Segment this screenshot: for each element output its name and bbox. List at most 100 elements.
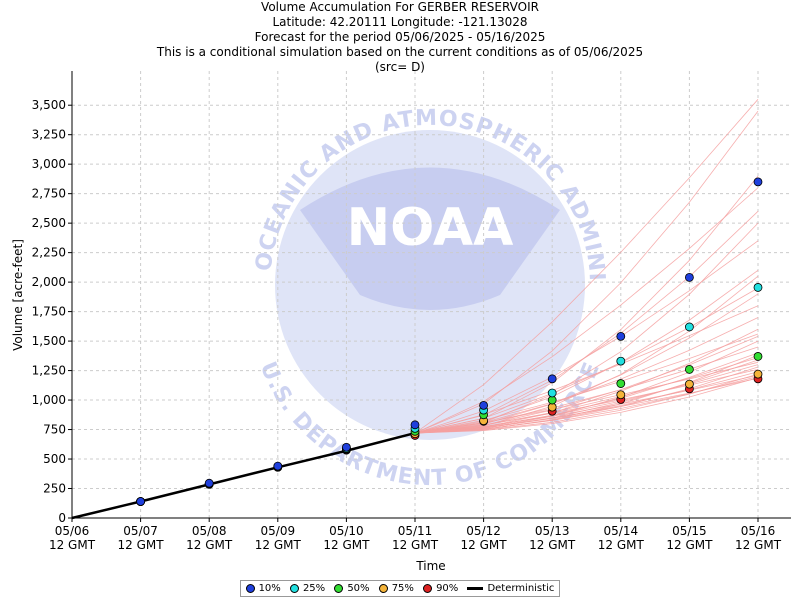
watermark-center-text: NOAA (347, 198, 514, 258)
x-axis-label: Time (415, 559, 445, 573)
chart-title-block: Volume Accumulation For GERBER RESERVOIR… (0, 0, 800, 75)
y-tick-label: 2,750 (32, 187, 66, 201)
legend-item-75: 75% (378, 583, 414, 594)
ensemble-traces (414, 99, 759, 434)
x-tick-time: 12 GMT (118, 538, 165, 552)
legend-item-10: 10% (245, 583, 281, 594)
y-tick-label: 3,250 (32, 128, 66, 142)
x-tick-date: 05/15 (672, 524, 707, 538)
x-tick-time: 12 GMT (529, 538, 576, 552)
ensemble-trace (414, 240, 759, 434)
ensemble-trace (414, 377, 759, 434)
y-tick-label: 500 (43, 452, 66, 466)
legend-swatch-75 (378, 584, 388, 593)
x-tick-date: 05/16 (741, 524, 776, 538)
point-10pct (341, 442, 351, 452)
x-tick-date: 05/10 (329, 524, 364, 538)
x-tick-time: 12 GMT (186, 538, 233, 552)
point-10pct (753, 177, 763, 187)
x-tick-time: 12 GMT (255, 538, 302, 552)
point-10pct (204, 478, 214, 488)
y-tick-label: 3,500 (32, 98, 66, 112)
chart-title: Volume Accumulation For GERBER RESERVOIR (261, 0, 539, 14)
legend-label-90: 90% (436, 583, 459, 594)
x-tick-time: 12 GMT (49, 538, 96, 552)
x-tick-time: 12 GMT (461, 538, 508, 552)
x-tick-time: 12 GMT (323, 538, 370, 552)
point-75pct (616, 390, 626, 400)
x-tick-date: 05/07 (123, 524, 158, 538)
chart-axes: 0 250 500 750 1,000 1,250 1,500 1,750 2,000 2,250… (32, 71, 791, 552)
point-10pct (547, 374, 557, 384)
legend-item-25: 25% (289, 583, 326, 594)
ensemble-trace (414, 361, 759, 434)
ensemble-trace (414, 369, 759, 434)
point-75pct (685, 379, 694, 389)
y-tick-label: 2,500 (32, 216, 66, 230)
x-tick-date: 05/06 (55, 524, 90, 538)
legend-swatch-50 (334, 584, 344, 593)
ensemble-trace (414, 305, 759, 434)
legend-swatch-10 (245, 584, 255, 593)
y-tick-label: 1,000 (32, 393, 66, 407)
legend-item-deterministic: Deterministic (467, 583, 554, 594)
x-tick-date: 05/12 (466, 524, 501, 538)
ensemble-trace (414, 99, 759, 434)
y-tick-label: 0 (58, 511, 66, 525)
ensemble-trace (414, 357, 759, 434)
y-axis-label: Volume [acre-feet] (11, 239, 25, 351)
x-tick-time: 12 GMT (735, 538, 782, 552)
percentile-points (136, 177, 763, 506)
y-tick-label: 2,000 (32, 275, 66, 289)
y-tick-label: 3,000 (32, 157, 66, 171)
y-tick-label: 1,500 (32, 334, 66, 348)
x-tick-date: 05/13 (535, 524, 570, 538)
legend-swatch-90 (423, 584, 433, 593)
x-tick-date: 05/09 (261, 524, 296, 538)
ensemble-trace (414, 269, 759, 434)
point-10pct (685, 272, 694, 282)
legend-label-10: 10% (258, 583, 281, 594)
x-tick-time: 12 GMT (392, 538, 439, 552)
ensemble-trace (414, 333, 759, 434)
chart-subtitle-source: (src= D) (375, 60, 425, 74)
point-50pct (753, 352, 763, 361)
y-tick-label: 250 (43, 482, 66, 496)
legend-label-50: 50% (347, 583, 370, 594)
point-50pct (616, 379, 626, 388)
point-75pct (753, 369, 763, 379)
ensemble-trace (414, 187, 759, 434)
ensemble-trace (414, 287, 759, 434)
ensemble-trace (414, 110, 759, 434)
chart-subtitle-period: Forecast for the period 05/06/2025 - 05/… (254, 30, 546, 44)
point-25pct (685, 322, 694, 332)
legend-item-50: 50% (334, 583, 370, 594)
point-25pct (547, 388, 557, 398)
x-tick-date: 05/11 (398, 524, 433, 538)
x-tick-time: 12 GMT (598, 538, 645, 552)
y-tick-label: 750 (43, 423, 66, 437)
legend-label-75: 75% (391, 583, 414, 594)
ensemble-trace (414, 377, 759, 434)
y-tick-label: 1,750 (32, 305, 66, 319)
chart-subtitle-condition: This is a conditional simulation based o… (156, 45, 644, 59)
point-10pct (616, 331, 626, 341)
point-10pct (136, 497, 146, 506)
point-10pct (410, 420, 420, 430)
point-25pct (753, 283, 763, 292)
point-25pct (616, 356, 626, 366)
point-10pct (273, 461, 283, 471)
chart-legend: 10% 25% 50% 75% 90% Deterministic (240, 580, 560, 597)
legend-swatch-25 (289, 584, 299, 593)
chart-subtitle-location: Latitude: 42.20111 Longitude: -121.13028 (272, 15, 528, 29)
y-tick-label: 1,250 (32, 364, 66, 378)
point-10pct (479, 400, 489, 410)
legend-label-25: 25% (302, 583, 326, 594)
watermark-gull-shape (300, 167, 560, 310)
point-50pct (685, 364, 694, 374)
y-tick-label: 2,250 (32, 246, 66, 260)
legend-label-deterministic: Deterministic (487, 583, 555, 594)
x-tick-date: 05/14 (604, 524, 639, 538)
legend-item-90: 90% (423, 583, 458, 594)
